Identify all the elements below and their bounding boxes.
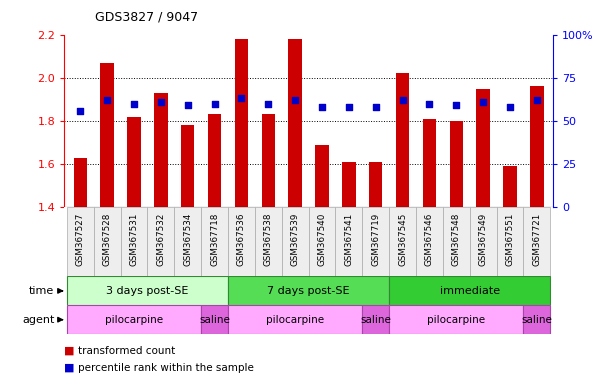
Bar — [450, 121, 463, 207]
Point — [398, 97, 408, 103]
Point — [210, 101, 219, 107]
Bar — [100, 63, 114, 207]
Point — [532, 97, 542, 103]
Text: GSM367718: GSM367718 — [210, 213, 219, 266]
Text: GSM367539: GSM367539 — [291, 213, 299, 266]
Bar — [235, 39, 248, 207]
Bar — [181, 125, 194, 207]
Bar — [228, 207, 255, 276]
Text: ■: ■ — [64, 346, 75, 356]
Bar — [201, 305, 228, 334]
Bar — [154, 93, 167, 207]
Bar — [67, 305, 201, 334]
Text: GSM367546: GSM367546 — [425, 213, 434, 266]
Text: GSM367538: GSM367538 — [264, 213, 273, 266]
Point — [102, 97, 112, 103]
Point — [156, 99, 166, 105]
Bar — [120, 207, 147, 276]
Text: pilocarpine: pilocarpine — [266, 314, 324, 325]
Bar — [416, 207, 443, 276]
Text: agent: agent — [22, 314, 54, 325]
Text: GSM367532: GSM367532 — [156, 213, 166, 266]
Text: immediate: immediate — [440, 286, 500, 296]
Bar — [524, 305, 551, 334]
Bar — [93, 207, 120, 276]
Point — [263, 101, 273, 107]
Bar — [503, 166, 517, 207]
Bar — [288, 39, 302, 207]
Bar — [228, 276, 389, 305]
Bar — [362, 305, 389, 334]
Text: GSM367536: GSM367536 — [237, 213, 246, 266]
Text: GSM367534: GSM367534 — [183, 213, 192, 266]
Point — [344, 104, 354, 110]
Point — [317, 104, 327, 110]
Bar — [315, 145, 329, 207]
Bar — [477, 89, 490, 207]
Point — [371, 104, 381, 110]
Point — [183, 103, 192, 109]
Bar — [362, 207, 389, 276]
Bar — [262, 114, 275, 207]
Text: GSM367528: GSM367528 — [103, 213, 112, 266]
Point — [425, 101, 434, 107]
Text: GSM367541: GSM367541 — [345, 213, 353, 266]
Point — [452, 103, 461, 109]
Text: saline: saline — [360, 314, 391, 325]
Bar — [396, 73, 409, 207]
Text: GSM367531: GSM367531 — [130, 213, 139, 266]
Bar — [67, 207, 93, 276]
Text: GSM367548: GSM367548 — [452, 213, 461, 266]
Text: saline: saline — [199, 314, 230, 325]
Bar — [497, 207, 524, 276]
Bar — [389, 305, 524, 334]
Text: percentile rank within the sample: percentile rank within the sample — [78, 363, 254, 373]
Text: 3 days post-SE: 3 days post-SE — [106, 286, 189, 296]
Point — [505, 104, 515, 110]
Bar — [369, 162, 382, 207]
Text: GSM367719: GSM367719 — [371, 213, 380, 266]
Text: GSM367551: GSM367551 — [505, 213, 514, 266]
Point — [290, 97, 300, 103]
Bar — [228, 305, 362, 334]
Bar — [389, 276, 551, 305]
Bar — [174, 207, 201, 276]
Bar — [423, 119, 436, 207]
Text: GSM367540: GSM367540 — [318, 213, 326, 266]
Bar — [208, 114, 221, 207]
Bar — [73, 158, 87, 207]
Bar — [335, 207, 362, 276]
Bar — [282, 207, 309, 276]
Bar — [67, 276, 228, 305]
Point — [75, 108, 85, 114]
Bar — [201, 207, 228, 276]
Bar — [443, 207, 470, 276]
Text: 7 days post-SE: 7 days post-SE — [267, 286, 350, 296]
Text: ■: ■ — [64, 363, 75, 373]
Text: GSM367527: GSM367527 — [76, 213, 85, 266]
Text: GDS3827 / 9047: GDS3827 / 9047 — [95, 10, 198, 23]
Text: GSM367549: GSM367549 — [478, 213, 488, 266]
Bar — [127, 117, 141, 207]
Point — [236, 95, 246, 101]
Text: pilocarpine: pilocarpine — [105, 314, 163, 325]
Text: saline: saline — [521, 314, 552, 325]
Point — [478, 99, 488, 105]
Bar — [342, 162, 356, 207]
Bar — [524, 207, 551, 276]
Text: GSM367721: GSM367721 — [532, 213, 541, 266]
Text: pilocarpine: pilocarpine — [427, 314, 485, 325]
Text: time: time — [29, 286, 54, 296]
Point — [129, 101, 139, 107]
Bar — [389, 207, 416, 276]
Bar — [470, 207, 497, 276]
Bar — [309, 207, 335, 276]
Bar — [530, 86, 544, 207]
Bar — [147, 207, 174, 276]
Bar — [255, 207, 282, 276]
Text: GSM367545: GSM367545 — [398, 213, 407, 266]
Text: transformed count: transformed count — [78, 346, 175, 356]
